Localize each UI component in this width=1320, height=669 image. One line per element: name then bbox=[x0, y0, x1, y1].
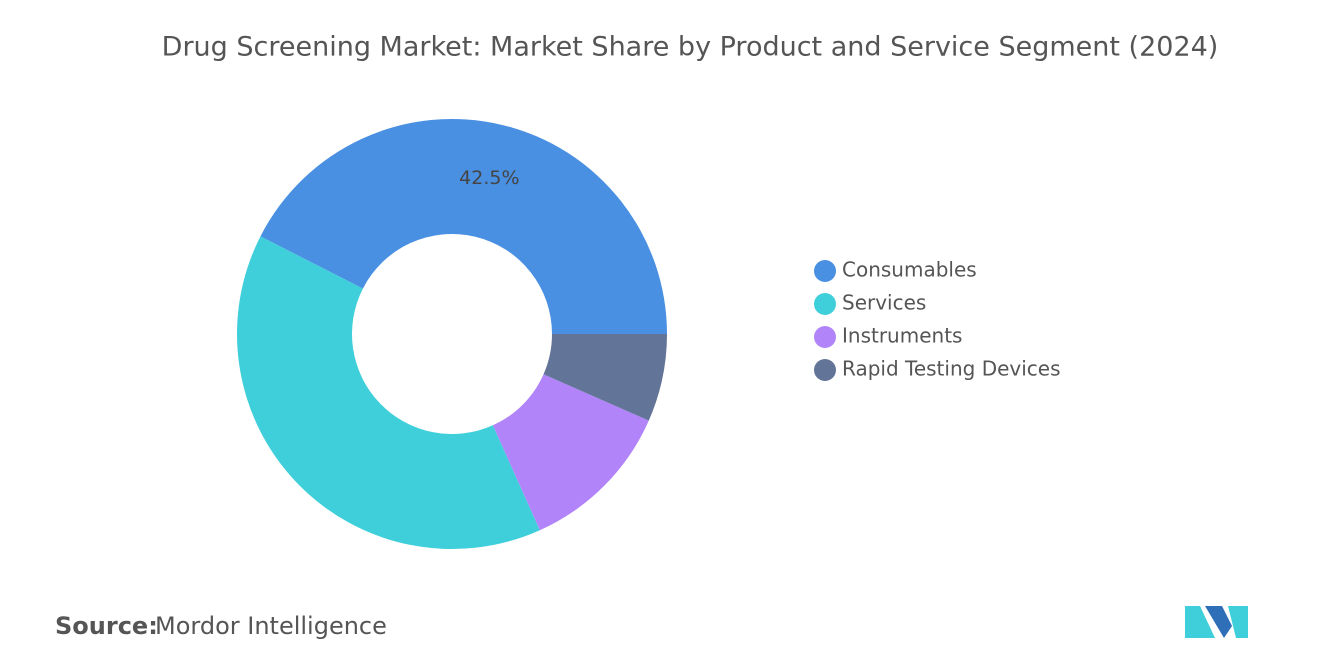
slice bbox=[543, 334, 667, 421]
data-label: 42.5% bbox=[459, 167, 519, 189]
legend-label: Consumables bbox=[842, 258, 977, 282]
legend-label: Instruments bbox=[842, 324, 962, 348]
legend-marker bbox=[814, 293, 836, 315]
chart-title: Drug Screening Market: Market Share by P… bbox=[162, 32, 1219, 63]
slice bbox=[260, 118, 667, 334]
source: Mordor Intelligence bbox=[155, 612, 387, 640]
slice bbox=[237, 236, 540, 550]
legend-label: Services bbox=[842, 291, 926, 315]
logo bbox=[1185, 606, 1248, 638]
legend-marker bbox=[814, 359, 836, 381]
legend-marker bbox=[814, 260, 836, 282]
legend-marker bbox=[814, 326, 836, 348]
source-label: Source: bbox=[55, 612, 158, 640]
slice bbox=[492, 374, 649, 531]
legend-label: Rapid Testing Devices bbox=[842, 357, 1061, 381]
